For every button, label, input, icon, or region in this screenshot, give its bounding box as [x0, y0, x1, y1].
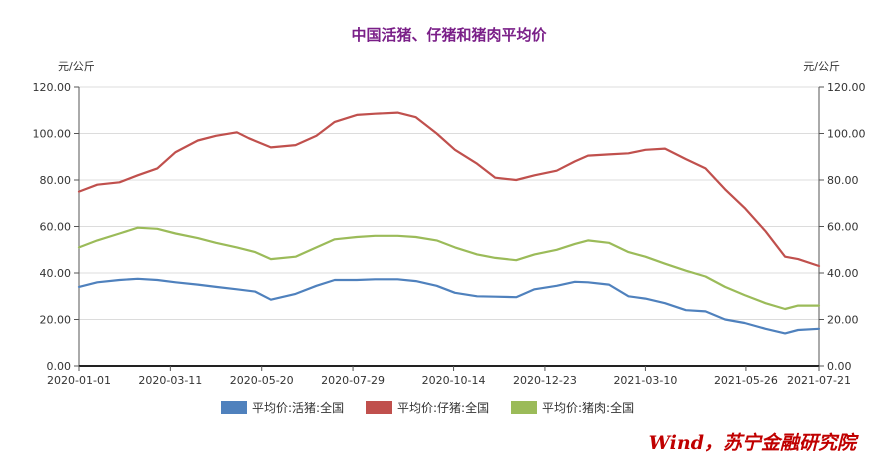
x-tick-label: 2020-10-14 [422, 374, 486, 387]
x-tick-label: 2021-05-26 [714, 374, 778, 387]
series-line-3 [77, 226, 821, 311]
y-axis-right-ticks: 0.00 20.00 40.00 60.00 80.00 100.00 120.00 [819, 81, 866, 373]
y-tick-label-right: 0.00 [827, 360, 852, 373]
x-tick-label: 2020-05-20 [230, 374, 294, 387]
x-tick-label: 2020-12-23 [513, 374, 577, 387]
legend: 平均价:活猪:全国 平均价:仔猪:全国 平均价:猪肉:全国 [221, 400, 634, 415]
x-tick-label: 2020-07-29 [321, 374, 385, 387]
x-tick-label: 2021-07-21 [787, 374, 851, 387]
y-tick-label-right: 20.00 [827, 314, 859, 327]
chart-title: 中国活猪、仔猪和猪肉平均价 [351, 26, 547, 44]
series-line-2 [77, 111, 821, 268]
legend-swatch-3 [511, 401, 537, 414]
legend-swatch-1 [221, 401, 247, 414]
watermark-text: Wind，苏宁金融研究院 [649, 432, 859, 454]
y-axis-right-unit: 元/公斤 [803, 60, 840, 73]
y-tick-label-right: 40.00 [827, 267, 859, 280]
y-tick-label-right: 120.00 [827, 81, 866, 94]
grid-lines [79, 86, 819, 320]
y-tick-label-left: 40.00 [40, 267, 72, 280]
y-axis-left-unit: 元/公斤 [58, 60, 95, 73]
x-axis-ticks: 2020-01-01 2020-03-11 2020-05-20 2020-07-29… [47, 366, 851, 387]
y-tick-label-left: 20.00 [40, 314, 72, 327]
y-tick-label-left: 100.00 [33, 128, 72, 141]
series-line-1 [77, 277, 821, 335]
legend-swatch-2 [366, 401, 392, 414]
legend-label-2: 平均价:仔猪:全国 [397, 400, 489, 415]
x-tick-label: 2021-03-10 [613, 374, 677, 387]
y-tick-label-left: 60.00 [40, 221, 72, 234]
y-axis-left-ticks: 0.00 20.00 40.00 60.00 80.00 100.00 120.00 [33, 81, 79, 373]
x-tick-label: 2020-03-11 [138, 374, 202, 387]
y-tick-label-right: 100.00 [827, 128, 866, 141]
y-tick-label-left: 120.00 [33, 81, 72, 94]
y-tick-label-right: 60.00 [827, 221, 859, 234]
x-tick-label: 2020-01-01 [47, 374, 111, 387]
y-tick-label-left: 80.00 [40, 174, 72, 187]
legend-label-1: 平均价:活猪:全国 [252, 400, 344, 415]
y-tick-label-left: 0.00 [47, 360, 72, 373]
legend-label-3: 平均价:猪肉:全国 [542, 400, 634, 415]
y-tick-label-right: 80.00 [827, 174, 859, 187]
series-lines [77, 111, 821, 335]
